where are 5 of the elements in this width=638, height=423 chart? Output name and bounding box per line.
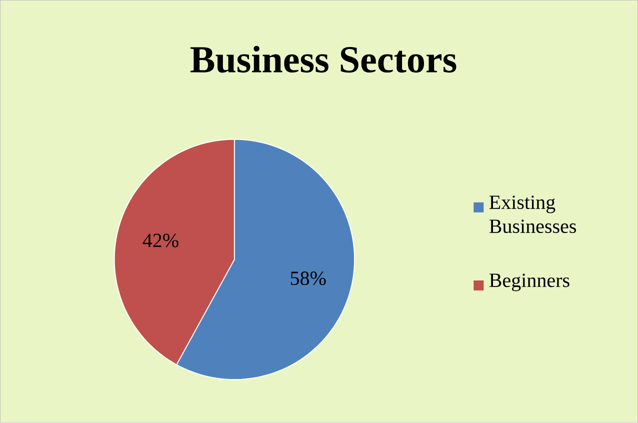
legend-label: Existing Businesses	[489, 196, 576, 234]
data-label: 42%	[142, 234, 178, 248]
data-label: 58%	[290, 272, 326, 286]
legend-label: Beginners	[489, 274, 570, 292]
chart-title: Business Sectors	[190, 46, 456, 73]
